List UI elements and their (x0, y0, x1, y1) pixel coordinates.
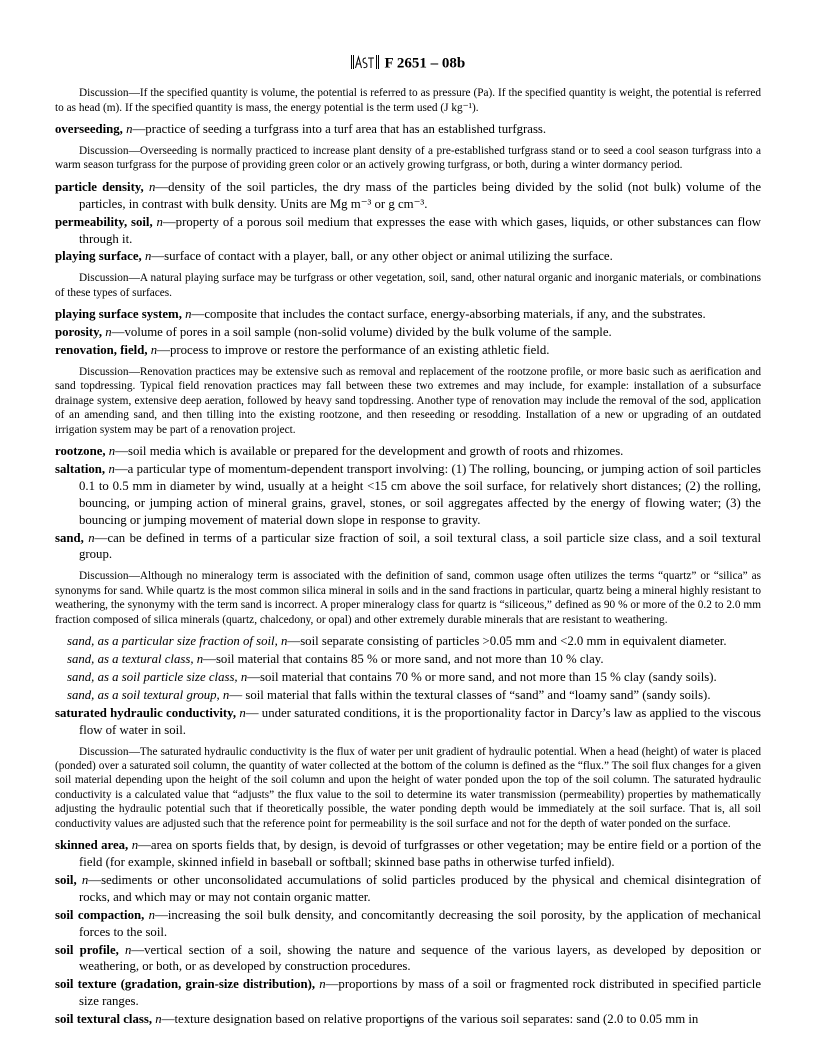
discussion-note: Discussion—Renovation practices may be e… (55, 365, 761, 437)
glossary-entry: saltation, n—a particular type of moment… (55, 461, 761, 529)
glossary-entry: soil texture (gradation, grain-size dist… (55, 976, 761, 1010)
discussion-note: Discussion—The saturated hydraulic condu… (55, 745, 761, 832)
discussion-note: Discussion—If the specified quantity is … (55, 86, 761, 115)
glossary-entry: rootzone, n—soil media which is availabl… (55, 443, 761, 460)
glossary-entry: soil compaction, n—increasing the soil b… (55, 907, 761, 941)
glossary-entry: saturated hydraulic conductivity, n— und… (55, 705, 761, 739)
glossary-subentry: sand, as a soil particle size class, n—s… (55, 669, 761, 686)
glossary-subentry: sand, as a textural class, n—soil materi… (55, 651, 761, 668)
glossary-subentry: sand, as a soil textural group, n— soil … (55, 687, 761, 704)
discussion-note: Discussion—Overseeding is normally pract… (55, 144, 761, 173)
glossary-entry: skinned area, n—area on sports fields th… (55, 837, 761, 871)
astm-logo-icon (351, 54, 379, 74)
glossary-entry: renovation, field, n—process to improve … (55, 342, 761, 359)
page-header: F 2651 – 08b (55, 54, 761, 74)
glossary-entry: playing surface system, n—composite that… (55, 306, 761, 323)
document-body: Discussion—If the specified quantity is … (55, 86, 761, 1028)
glossary-entry: permeability, soil, n—property of a poro… (55, 214, 761, 248)
discussion-note: Discussion—A natural playing surface may… (55, 271, 761, 300)
glossary-entry: soil, n—sediments or other unconsolidate… (55, 872, 761, 906)
glossary-entry: sand, n—can be defined in terms of a par… (55, 530, 761, 564)
glossary-entry: playing surface, n—surface of contact wi… (55, 248, 761, 265)
page-number: 3 (0, 1016, 816, 1032)
glossary-entry: soil profile, n—vertical section of a so… (55, 942, 761, 976)
discussion-note: Discussion—Although no mineralogy term i… (55, 569, 761, 627)
glossary-entry: particle density, n—density of the soil … (55, 179, 761, 213)
glossary-entry: overseeding, n—practice of seeding a tur… (55, 121, 761, 138)
doc-code: F 2651 – 08b (385, 55, 466, 71)
glossary-entry: porosity, n—volume of pores in a soil sa… (55, 324, 761, 341)
glossary-subentry: sand, as a particular size fraction of s… (55, 633, 761, 650)
